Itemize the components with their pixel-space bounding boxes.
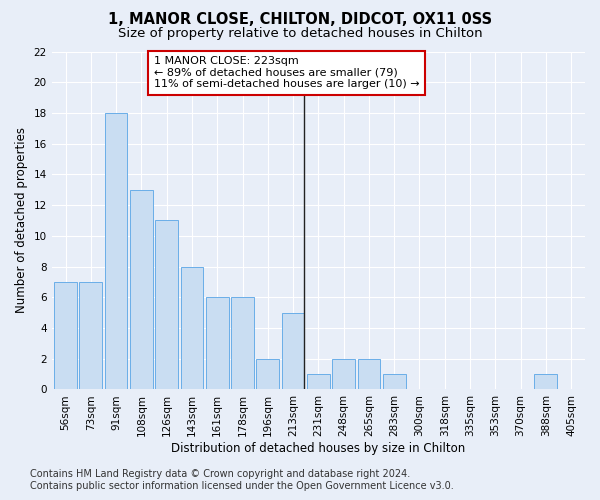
Y-axis label: Number of detached properties: Number of detached properties bbox=[15, 128, 28, 314]
Bar bbox=[256, 358, 279, 390]
Text: Size of property relative to detached houses in Chilton: Size of property relative to detached ho… bbox=[118, 28, 482, 40]
Text: Contains HM Land Registry data © Crown copyright and database right 2024.
Contai: Contains HM Land Registry data © Crown c… bbox=[30, 470, 454, 491]
Bar bbox=[181, 266, 203, 390]
Bar bbox=[130, 190, 153, 390]
Bar bbox=[535, 374, 557, 390]
Text: 1 MANOR CLOSE: 223sqm
← 89% of detached houses are smaller (79)
11% of semi-deta: 1 MANOR CLOSE: 223sqm ← 89% of detached … bbox=[154, 56, 419, 90]
Bar bbox=[383, 374, 406, 390]
Bar bbox=[105, 113, 127, 390]
Bar bbox=[206, 298, 229, 390]
Bar bbox=[307, 374, 330, 390]
Bar bbox=[155, 220, 178, 390]
Bar bbox=[231, 298, 254, 390]
Text: 1, MANOR CLOSE, CHILTON, DIDCOT, OX11 0SS: 1, MANOR CLOSE, CHILTON, DIDCOT, OX11 0S… bbox=[108, 12, 492, 28]
Bar bbox=[79, 282, 102, 390]
Bar bbox=[54, 282, 77, 390]
Bar bbox=[358, 358, 380, 390]
Bar bbox=[332, 358, 355, 390]
X-axis label: Distribution of detached houses by size in Chilton: Distribution of detached houses by size … bbox=[171, 442, 466, 455]
Bar bbox=[281, 312, 304, 390]
